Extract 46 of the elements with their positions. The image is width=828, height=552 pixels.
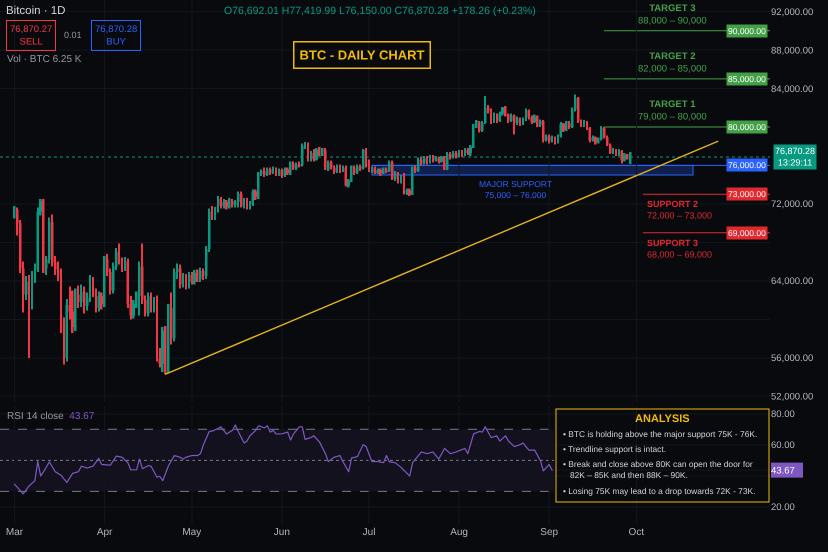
- y-tick-label: 64,000.00: [771, 276, 814, 288]
- ref-line-label: 76,870.28 13:29:11: [775, 146, 816, 168]
- y-tick-label: 80.00: [771, 409, 795, 420]
- y-tick-label: 52,000.00: [771, 392, 814, 403]
- annotation: 0.01: [64, 30, 82, 40]
- annotation: TARGET 2 82,000 – 85,000: [638, 51, 707, 74]
- chart-subtitle: Bitcoin · 1D: [6, 5, 66, 17]
- text: RSI 14 close: [7, 411, 64, 422]
- ref-line-label: 80,000.00: [728, 122, 766, 132]
- annotation: • BTC is holding above the major support 75K - 76K.: [563, 429, 758, 439]
- y-tick-label: 20.00: [771, 502, 795, 514]
- y-tick-label: 60.00: [771, 440, 795, 452]
- x-tick-label: Sep: [540, 527, 559, 538]
- annotation: TARGET 3 88,000 – 90,000: [638, 3, 707, 26]
- y-tick-label: 84,000.00: [771, 84, 814, 95]
- annotation: O76,692.01 H77,419.99 L76,150.00 C76,870.28 +178.26 (+0.23%): [224, 5, 536, 17]
- y-tick-label: 56,000.00: [771, 353, 814, 364]
- text: 43.67: [69, 411, 94, 422]
- annotation: • Break and close above 80K can open the door for 82K – 85K and then 88K – 90K.: [563, 459, 753, 480]
- ref-line-label: 85,000.00: [728, 74, 766, 84]
- x-tick-label: Oct: [628, 527, 644, 538]
- annotation: TARGET 1 79,000 – 80,000: [638, 99, 707, 122]
- y-tick-label: 88,000.00: [771, 45, 814, 56]
- text: BTC - DAILY CHART: [300, 48, 425, 62]
- x-tick-label: Jun: [274, 527, 290, 538]
- x-tick-label: May: [182, 527, 202, 538]
- y-tick-label: 92,000.00: [771, 6, 814, 18]
- ref-line-label: 69,000.00: [728, 228, 766, 238]
- annotation: SUPPORT 2 72,000 – 73,000: [647, 199, 712, 221]
- annotation: 76,870.27 SELL: [10, 24, 52, 48]
- annotation: • Trendline support is intact.: [563, 444, 666, 454]
- y-tick-label: 72,000.00: [771, 199, 814, 210]
- x-tick-label: Aug: [450, 527, 468, 538]
- annotation: 76,870.28 BUY: [95, 24, 138, 48]
- annotation: SUPPORT 3 68,000 – 69,000: [647, 238, 712, 260]
- y-tick-label: 43.67: [771, 465, 795, 476]
- annotation: • Losing 75K may lead to a drop towards 72K - 73K.: [563, 486, 756, 496]
- annotation: Vol · BTC 6.25 K: [7, 54, 82, 65]
- ref-line-label: 76,000.00: [728, 160, 766, 170]
- ref-line-label: 73,000.00: [728, 189, 766, 199]
- ref-line-label: 90,000.00: [728, 26, 766, 36]
- band-label: MAJOR SUPPORT 75,000 – 76,000: [479, 179, 552, 200]
- x-tick-label: Apr: [96, 527, 114, 538]
- text: ANALYSIS: [635, 413, 690, 425]
- x-tick-label: Jul: [362, 527, 376, 538]
- x-tick-label: Mar: [6, 527, 24, 538]
